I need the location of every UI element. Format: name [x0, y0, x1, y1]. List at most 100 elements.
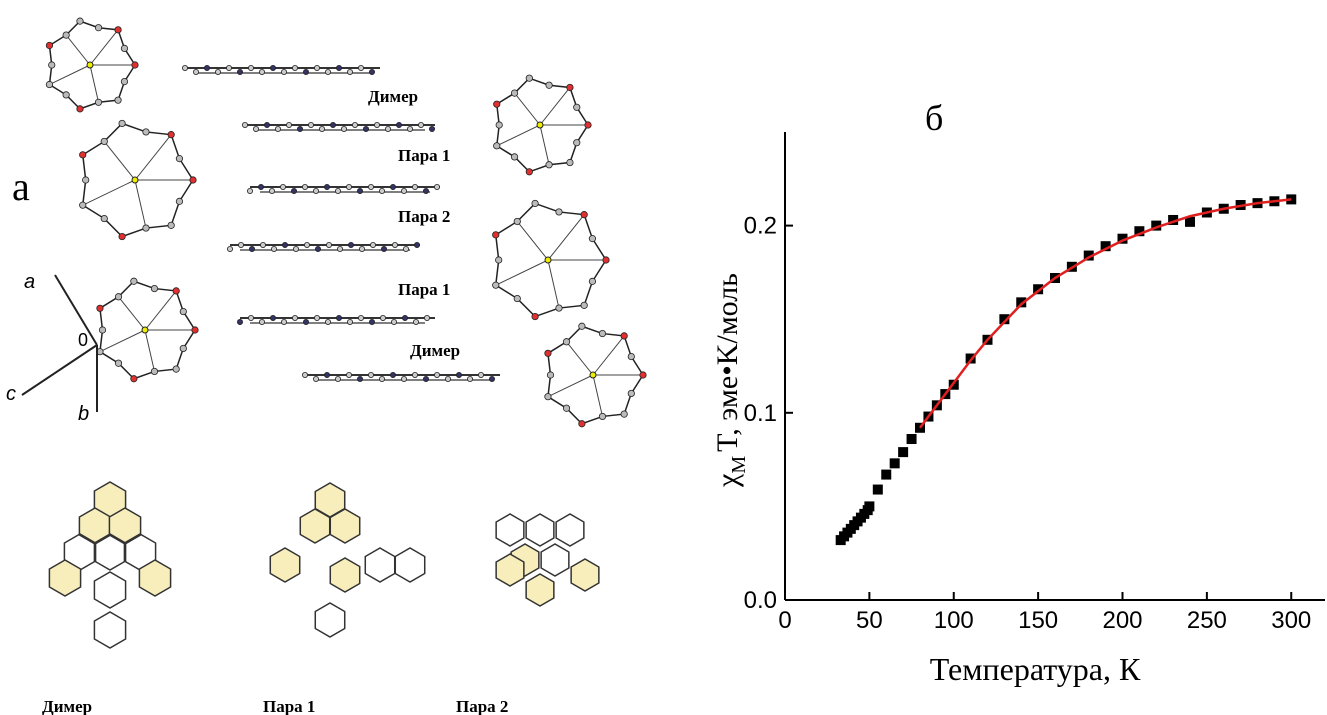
x-tick-label: 300	[1271, 607, 1311, 634]
bond	[593, 375, 631, 393]
stack-label: Пара 2	[398, 207, 450, 226]
atom	[77, 106, 83, 112]
bond	[90, 65, 99, 102]
atom	[259, 319, 264, 324]
atom	[599, 413, 605, 419]
bond	[134, 330, 145, 379]
atom	[514, 295, 520, 301]
atom	[359, 246, 364, 251]
axis-origin: 0	[78, 330, 88, 350]
ring	[526, 514, 554, 546]
atom	[168, 222, 174, 228]
bond	[515, 125, 540, 157]
atom	[358, 315, 363, 320]
atom	[368, 372, 373, 377]
atom	[292, 315, 297, 320]
atom	[336, 315, 341, 320]
bond	[90, 30, 118, 65]
atom	[532, 200, 538, 206]
atom	[264, 122, 269, 127]
bond	[548, 239, 592, 260]
atom	[363, 126, 368, 131]
ring	[315, 603, 344, 637]
atom	[286, 122, 291, 127]
atom	[143, 225, 149, 231]
bond	[540, 87, 570, 125]
atom	[489, 376, 494, 381]
atom	[131, 278, 137, 284]
atom	[115, 27, 121, 33]
atom	[556, 305, 562, 311]
y-tick-label: 0.2	[744, 213, 777, 240]
atom	[532, 313, 538, 319]
atom	[493, 232, 499, 238]
ring	[365, 548, 394, 582]
atom	[579, 421, 585, 427]
data-point	[881, 470, 891, 480]
atom	[314, 315, 319, 320]
bond	[548, 260, 592, 281]
atom	[423, 376, 428, 381]
atom	[63, 32, 69, 38]
atom	[303, 69, 308, 74]
atom	[628, 353, 634, 359]
atom	[390, 184, 395, 189]
bond	[135, 159, 179, 180]
atom	[403, 246, 408, 251]
ring	[330, 558, 359, 592]
metal	[537, 122, 543, 128]
bottom-label: Пара 1	[263, 697, 315, 715]
atom	[379, 376, 384, 381]
stack-label: Димер	[410, 341, 460, 360]
atom	[336, 65, 341, 70]
atom	[346, 184, 351, 189]
atom	[313, 376, 318, 381]
data-point	[898, 447, 908, 457]
ring	[270, 548, 299, 582]
ring	[300, 509, 329, 543]
y-tick-label: 0.0	[744, 587, 777, 614]
atom	[335, 376, 340, 381]
atom	[326, 242, 331, 247]
atom	[385, 126, 390, 131]
atom	[589, 278, 595, 284]
atom	[412, 184, 417, 189]
bond	[100, 330, 145, 352]
atom	[424, 315, 429, 320]
atom	[115, 97, 121, 103]
bond	[548, 375, 593, 397]
x-tick-label: 0	[778, 607, 791, 634]
axis-letter: c	[6, 383, 16, 405]
bond	[49, 65, 90, 85]
atom	[308, 122, 313, 127]
atom	[429, 126, 434, 131]
atom	[346, 372, 351, 377]
atom	[369, 319, 374, 324]
atom	[180, 308, 186, 314]
atom	[193, 69, 198, 74]
atom	[374, 122, 379, 127]
atom	[368, 184, 373, 189]
atom	[325, 319, 330, 324]
bond	[517, 221, 548, 260]
bond	[135, 135, 171, 180]
atom	[269, 188, 274, 193]
atom	[412, 372, 417, 377]
atom	[370, 242, 375, 247]
atom	[352, 122, 357, 127]
atom	[434, 184, 439, 189]
axis-letter: a	[24, 271, 35, 293]
atom	[242, 122, 247, 127]
atom	[101, 138, 107, 144]
bond	[90, 48, 124, 65]
stack-label: Димер	[368, 87, 418, 106]
figure: а Димер Пара 1 Пара 2 Пара 1 Димер a c b…	[0, 0, 1327, 715]
atom	[115, 294, 121, 300]
atom	[325, 69, 330, 74]
atom	[151, 285, 157, 291]
atom	[260, 242, 265, 247]
bond	[80, 65, 90, 109]
atom	[131, 376, 137, 382]
atom	[390, 372, 395, 377]
bond	[66, 35, 90, 65]
